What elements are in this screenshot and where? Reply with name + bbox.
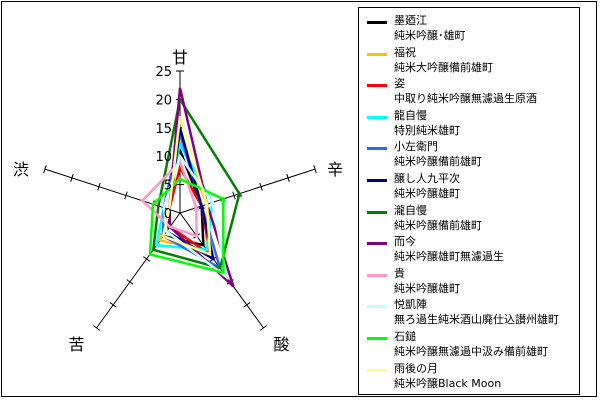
tick-label: 20 (155, 93, 172, 108)
series-polygon-10 (162, 153, 229, 281)
legend-series-name: 小左衛門 (394, 140, 438, 154)
axis-label: 甘 (172, 48, 188, 67)
tick-label: 25 (155, 65, 172, 80)
legend-swatch (367, 21, 387, 24)
legend-item: 貴純米吟醸雄町 (367, 267, 579, 299)
legend-swatch (367, 147, 387, 151)
legend-series-subtitle: 純米吟醸雄町 (394, 281, 460, 295)
radar-tick-mark (286, 173, 290, 182)
legend-series-name: 醸し人九平次 (394, 172, 460, 185)
legend-series-subtitle: 純米吟醸備前雄町 (394, 218, 482, 232)
tick-label: 5 (164, 179, 172, 194)
legend-swatch (367, 179, 387, 182)
radar-tick-mark (43, 165, 47, 174)
tick-label: 0 (164, 207, 172, 222)
legend-item: 醸し人九平次 純米吟醸雄町 (367, 172, 579, 204)
legend-series-subtitle: 純米大吟醸備前雄町 (394, 60, 493, 74)
legend-series-name: 瀧自慢 (394, 203, 427, 217)
legend-item: 雨後の月 純米吟醸Black Moon (367, 362, 579, 394)
radar-tick-mark (243, 302, 251, 308)
series-polygon-12 (161, 116, 212, 257)
legend-swatch (367, 305, 387, 309)
legend-item: 而今 純米吟醸雄町無濾過生 (367, 235, 579, 267)
legend-item: 姿中取り純米吟醸無濾過生原酒 (367, 77, 579, 109)
legend-item: 龍自慢 特別純米雄町 (367, 109, 579, 141)
legend-series-name: 貴 (394, 266, 405, 280)
radar-tick-mark (93, 325, 101, 331)
legend-item: 墨廼江純米吟醸･雄町 (367, 14, 579, 46)
legend-series-name: 福祝 (394, 45, 416, 59)
radar-tick-mark (124, 191, 128, 200)
radar-series (140, 87, 243, 288)
radar-tick-mark (126, 279, 134, 285)
series-polygon-9 (140, 159, 198, 238)
legend-series-name: 悦凱陣 (394, 298, 427, 312)
legend-series-subtitle: 純米吟醸雄町無濾過生 (394, 250, 504, 264)
legend-series-name: 姿 (394, 77, 405, 91)
series-marker (236, 190, 243, 197)
legend-series-name: 石鎚 (394, 330, 416, 343)
legend-item: 石鎚純米吟醸無濾過中汲み備前雄町 (367, 330, 579, 362)
legend-item: 悦凱陣 無ろ過生純米酒山廃仕込讃州雄町 (367, 298, 579, 330)
legend-swatch (367, 242, 387, 246)
radar-tick-mark (259, 325, 267, 331)
legend-series-subtitle: 純米吟醸雄町 (394, 187, 460, 200)
radar-tick-mark (232, 191, 236, 200)
legend-swatch (367, 337, 387, 340)
legend-swatch (367, 52, 387, 56)
radar-tick-mark (97, 182, 101, 191)
radar-tick-mark (109, 302, 117, 308)
series-marker (193, 204, 200, 211)
legend: 墨廼江 純米吟醸･雄町 福祝 純米大吟醸備前雄町姿中取り純米吟醸無濾過生原酒 龍自慢 特別… (358, 7, 580, 395)
series-marker (220, 196, 227, 202)
legend-swatch (367, 368, 387, 372)
radar-tick-mark (143, 256, 151, 262)
radar-tick-mark (259, 182, 263, 191)
legend-series-subtitle: 純米吟醸･雄町 (394, 29, 466, 42)
legend-series-subtitle: 無ろ過生純米酒山廃仕込讃州雄町 (394, 313, 559, 327)
legend-series-subtitle: 中取り純米吟醸無濾過生原酒 (394, 92, 537, 106)
series-marker (209, 199, 216, 206)
axis-label: 苦 (68, 335, 84, 354)
axis-label: 渋 (13, 160, 29, 179)
legend-series-name: 龍自慢 (394, 108, 427, 122)
series-polygon-11 (148, 177, 225, 275)
tick-label: 10 (155, 150, 172, 165)
radar-tick-mark (70, 173, 74, 182)
legend-series-subtitle: 特別純米雄町 (394, 123, 460, 137)
series-marker (198, 203, 205, 209)
legend-swatch (367, 210, 387, 214)
legend-series-subtitle: 純米吟醸無濾過中汲み備前雄町 (394, 345, 548, 358)
legend-series-name: 墨廼江 (394, 14, 427, 27)
legend-swatch (367, 273, 387, 277)
legend-series-subtitle: 純米吟醸備前雄町 (394, 155, 482, 169)
series-polygon-7 (151, 96, 241, 270)
legend-item: 小左衛門 純米吟醸備前雄町 (367, 140, 579, 172)
legend-swatch (367, 84, 387, 88)
legend-series-name: 而今 (394, 235, 416, 249)
radar-axes (43, 70, 317, 331)
tick-label: 15 (155, 122, 172, 137)
legend-series-name: 雨後の月 (394, 361, 438, 375)
axis-label: 酸 (274, 335, 290, 354)
legend-item: 福祝 純米大吟醸備前雄町 (367, 46, 579, 78)
legend-swatch (367, 115, 387, 119)
axis-label: 辛 (327, 160, 343, 179)
legend-series-subtitle: 純米吟醸Black Moon (394, 376, 502, 390)
series-marker (204, 201, 210, 208)
legend-item: 瀧自慢 純米吟醸備前雄町 (367, 204, 579, 236)
radar-axis-line (44, 168, 181, 214)
radar-tick-mark (313, 165, 317, 174)
